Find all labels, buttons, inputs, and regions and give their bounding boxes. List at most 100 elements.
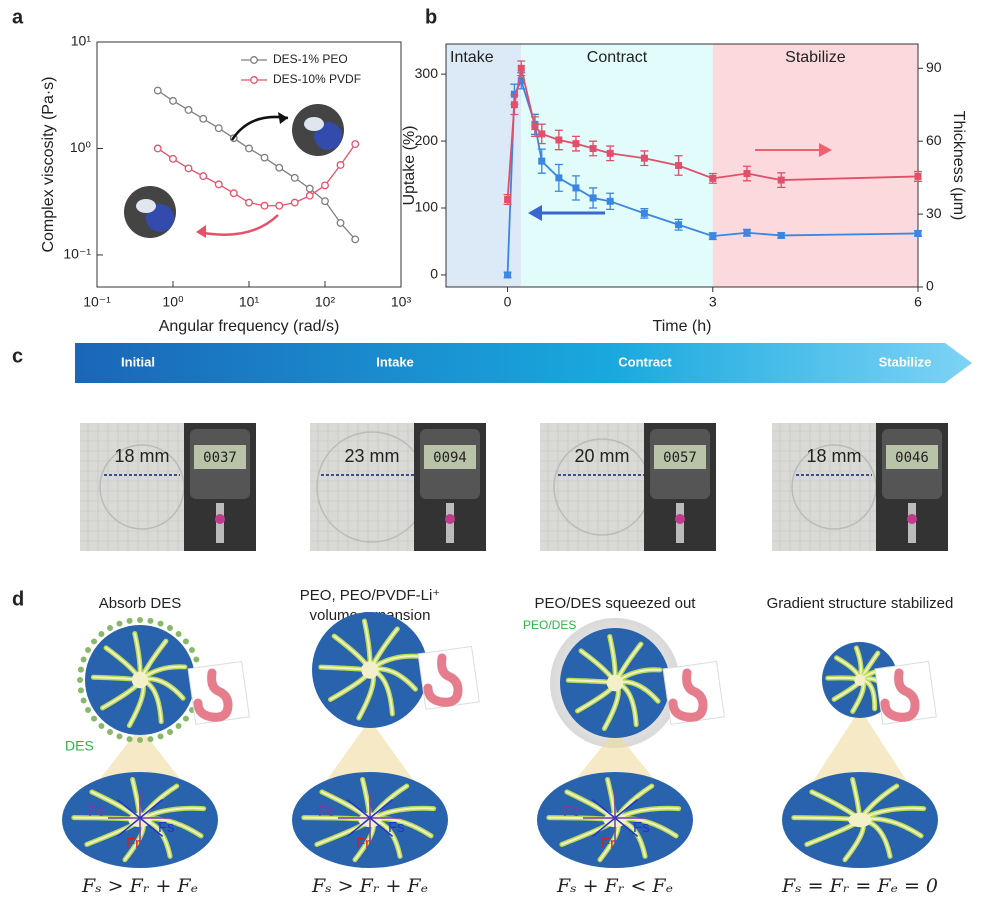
x-tick-label: 6 <box>914 294 922 310</box>
gauge-reading: 0057 <box>663 450 697 466</box>
point <box>290 198 299 207</box>
legend-marker <box>250 76 258 84</box>
y-tick-label: 10⁰ <box>70 139 92 155</box>
des-dot <box>167 728 174 735</box>
size-label: 18 mm <box>114 446 169 466</box>
point <box>199 114 208 123</box>
stomach-icon <box>193 668 233 722</box>
point <box>777 176 785 184</box>
gauge-lcd <box>886 445 938 469</box>
point <box>305 184 314 193</box>
des-dot <box>136 617 143 623</box>
equation: Fₛ > Fᵣ + Fₑ <box>311 875 428 897</box>
point <box>709 174 717 182</box>
panel-label: a <box>12 6 24 28</box>
des-dot <box>147 617 154 624</box>
des-dot <box>91 638 98 645</box>
size-label: 20 mm <box>574 446 629 466</box>
stomach-icon <box>880 668 920 722</box>
des-dot <box>98 631 105 638</box>
y-tick-label: 10¹ <box>71 33 92 49</box>
x-axis-label: Angular frequency (rad/s) <box>159 318 340 335</box>
point <box>914 229 922 237</box>
force-label: Fe <box>318 803 336 820</box>
center <box>361 661 379 679</box>
note-label: PEO/DES <box>523 618 576 632</box>
point <box>538 157 546 165</box>
microstructure <box>312 612 428 728</box>
gauge-tip <box>445 514 455 524</box>
force-arrow <box>369 798 394 819</box>
point <box>517 77 525 85</box>
x-tick-label: 10⁻¹ <box>83 294 111 310</box>
des-dot <box>147 736 154 743</box>
des-dot <box>91 715 98 722</box>
point <box>260 153 269 162</box>
axis-arrow-head <box>819 143 832 157</box>
microstructure <box>85 625 195 735</box>
point <box>510 90 518 98</box>
point <box>640 209 648 217</box>
force-arrow <box>614 798 639 819</box>
stage-label: Stabilize <box>879 354 932 369</box>
point <box>538 130 546 138</box>
y-tick-label: 0 <box>430 266 438 282</box>
equation: Fₛ = Fᵣ = Fₑ = 0 <box>781 875 938 897</box>
stomach-icon <box>423 653 463 707</box>
des-dot <box>166 625 173 632</box>
point <box>214 124 223 133</box>
stage-label: Contract <box>618 354 672 369</box>
inset-glow <box>314 122 342 150</box>
gauge-tip <box>215 514 225 524</box>
point <box>214 180 223 189</box>
region <box>521 44 713 287</box>
des-dot <box>77 677 83 684</box>
panel-label: d <box>12 588 24 610</box>
x-tick-label: 10¹ <box>239 294 260 310</box>
point <box>153 86 162 95</box>
des-dot <box>188 646 195 653</box>
des-dot <box>80 697 87 704</box>
des-dot <box>175 722 182 729</box>
point <box>245 144 253 153</box>
point <box>572 184 580 192</box>
inset-vial <box>304 117 324 131</box>
point <box>555 136 563 144</box>
microstructure <box>560 628 670 738</box>
des-dot <box>98 722 105 729</box>
center <box>131 671 149 689</box>
point <box>321 181 329 190</box>
pointer-head <box>196 225 206 238</box>
x-tick-label: 10² <box>315 294 336 310</box>
legend-marker <box>250 56 258 64</box>
x-tick-label: 10³ <box>391 294 412 310</box>
y2-tick-label: 0 <box>926 278 934 294</box>
force-label: Fe <box>88 803 106 820</box>
size-label: 18 mm <box>806 446 861 466</box>
point <box>709 232 717 240</box>
y-axis-label: Uptake (%) <box>401 125 418 205</box>
point <box>504 271 512 279</box>
region-label: Intake <box>450 49 494 66</box>
point <box>245 198 253 207</box>
point <box>743 229 751 237</box>
des-dot <box>182 715 189 722</box>
des-dot <box>126 736 133 743</box>
des-dot <box>182 638 189 645</box>
point <box>589 144 597 152</box>
point <box>606 149 614 157</box>
point <box>169 96 177 105</box>
force-label: Fs <box>388 819 405 836</box>
point <box>743 170 751 178</box>
gauge-lcd <box>194 445 246 469</box>
gauge-lcd <box>654 445 706 469</box>
point <box>184 106 193 114</box>
panel-label: b <box>425 6 437 28</box>
force-label: Fs <box>633 819 650 836</box>
gauge-reading: 0094 <box>433 450 467 466</box>
gauge-tip <box>675 514 685 524</box>
inset-glow <box>146 204 174 232</box>
point <box>260 201 269 210</box>
y-tick-label: 100 <box>415 199 439 215</box>
point <box>589 194 597 202</box>
